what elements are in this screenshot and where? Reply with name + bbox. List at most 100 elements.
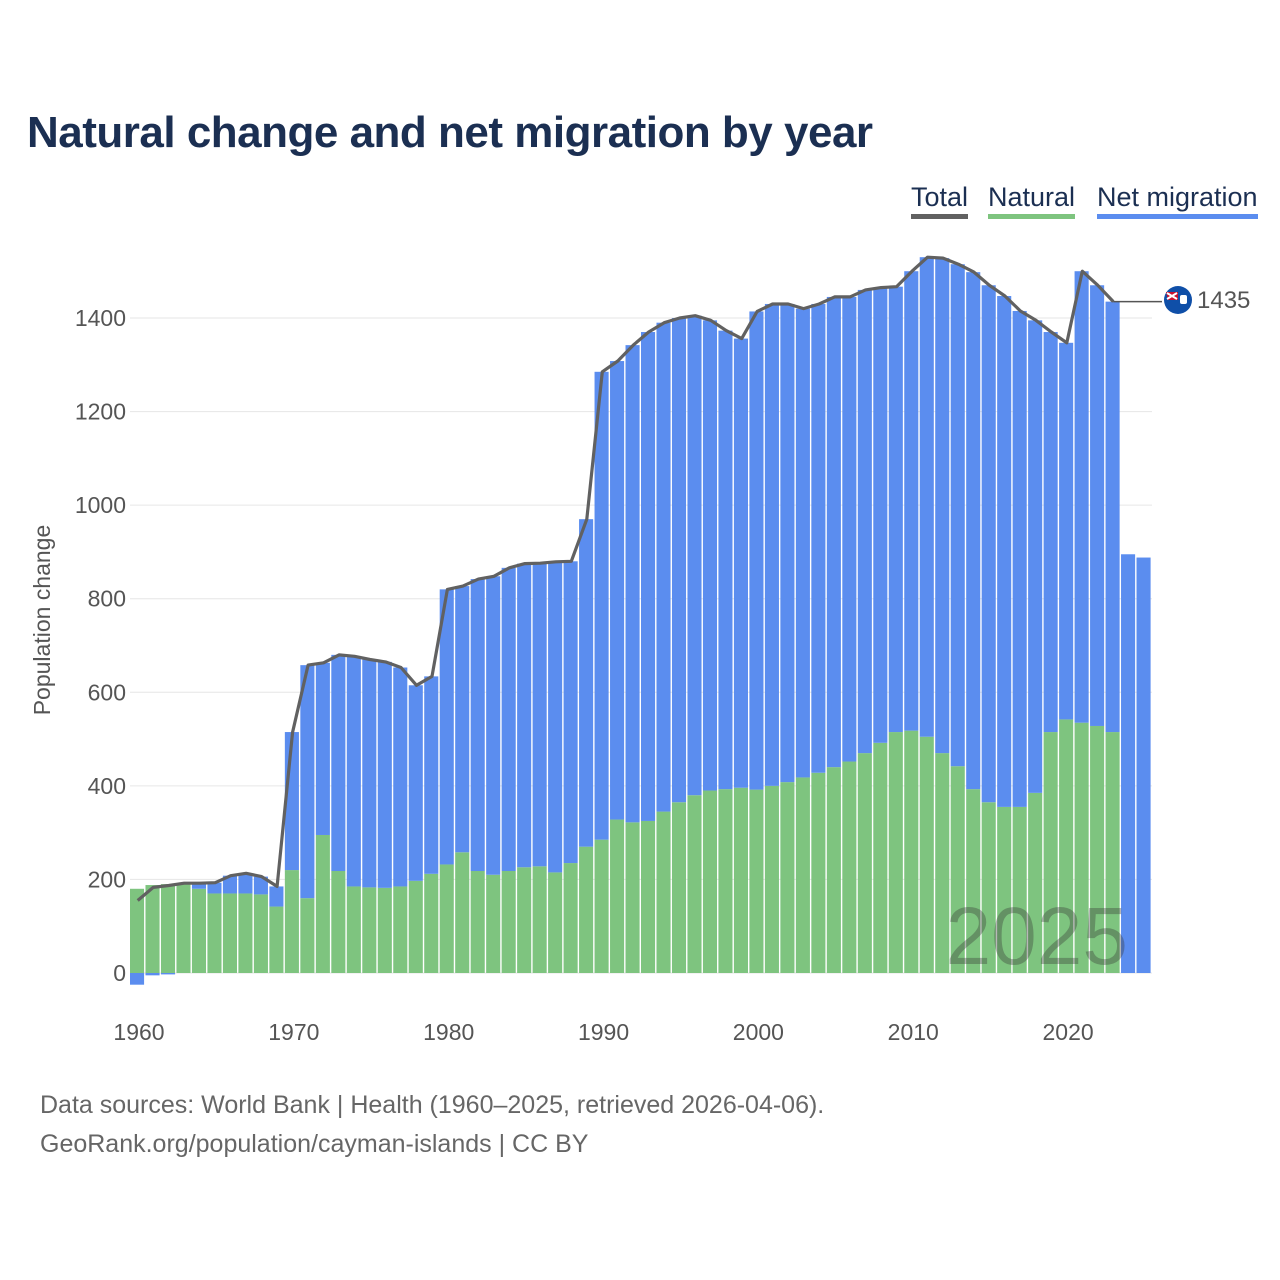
bar-net-migration-1986[interactable] bbox=[532, 563, 547, 867]
bar-natural-1970[interactable] bbox=[284, 870, 299, 973]
bar-natural-1995[interactable] bbox=[671, 802, 687, 973]
bar-net-migration-1978[interactable] bbox=[408, 685, 423, 881]
bar-natural-1999[interactable] bbox=[733, 787, 748, 973]
bar-natural-1996[interactable] bbox=[687, 795, 702, 973]
bar-net-migration-1998[interactable] bbox=[718, 330, 733, 790]
bar-natural-2006[interactable] bbox=[842, 761, 857, 973]
bar-natural-1987[interactable] bbox=[548, 872, 563, 973]
bar-net-migration-1982[interactable] bbox=[470, 579, 485, 872]
bar-natural-1971[interactable] bbox=[300, 898, 315, 973]
bar-net-migration-2021[interactable] bbox=[1074, 271, 1089, 723]
bar-net-migration-2007[interactable] bbox=[857, 289, 872, 754]
bar-natural-2004[interactable] bbox=[811, 772, 826, 973]
bar-net-migration-1995[interactable] bbox=[671, 318, 687, 803]
bar-net-migration-1976[interactable] bbox=[377, 661, 392, 888]
bar-net-migration-1985[interactable] bbox=[517, 563, 532, 868]
bar-natural-1998[interactable] bbox=[718, 789, 733, 973]
bar-natural-2020[interactable] bbox=[1059, 719, 1074, 973]
bar-natural-1972[interactable] bbox=[315, 834, 330, 973]
bar-natural-1984[interactable] bbox=[501, 871, 516, 973]
bar-natural-2000[interactable] bbox=[749, 789, 764, 973]
bar-net-migration-2024[interactable] bbox=[1121, 554, 1136, 973]
bar-natural-1994[interactable] bbox=[656, 811, 671, 973]
bar-natural-1993[interactable] bbox=[641, 820, 656, 973]
bar-natural-2008[interactable] bbox=[873, 742, 888, 973]
bar-natural-1964[interactable] bbox=[191, 888, 207, 973]
bar-net-migration-1991[interactable] bbox=[610, 361, 625, 820]
bar-net-migration-1983[interactable] bbox=[486, 576, 501, 875]
bar-natural-1974[interactable] bbox=[346, 886, 361, 973]
bar-net-migration-1988[interactable] bbox=[563, 561, 578, 864]
bar-natural-1997[interactable] bbox=[702, 790, 718, 973]
bar-net-migration-1984[interactable] bbox=[501, 567, 516, 872]
bar-net-migration-1996[interactable] bbox=[687, 315, 702, 796]
bar-natural-1985[interactable] bbox=[517, 867, 532, 973]
legend-item-natural[interactable]: Natural bbox=[988, 182, 1076, 221]
bar-net-migration-2002[interactable] bbox=[780, 303, 795, 783]
bar-net-migration-2017[interactable] bbox=[1012, 310, 1027, 807]
bar-net-migration-1960[interactable] bbox=[130, 973, 145, 985]
bar-natural-2002[interactable] bbox=[780, 782, 795, 973]
bar-net-migration-2023[interactable] bbox=[1105, 301, 1120, 733]
bar-natural-1969[interactable] bbox=[269, 906, 284, 973]
bar-natural-2017[interactable] bbox=[1012, 806, 1027, 973]
bar-net-migration-2022[interactable] bbox=[1090, 285, 1105, 726]
bar-natural-2015[interactable] bbox=[981, 802, 996, 973]
bar-natural-2023[interactable] bbox=[1105, 732, 1120, 973]
bar-net-migration-2001[interactable] bbox=[764, 303, 779, 786]
bar-net-migration-2025[interactable] bbox=[1136, 557, 1151, 973]
bar-natural-1986[interactable] bbox=[532, 866, 547, 973]
bar-net-migration-1973[interactable] bbox=[331, 654, 346, 872]
bar-natural-1965[interactable] bbox=[207, 893, 222, 973]
bar-net-migration-1993[interactable] bbox=[641, 332, 656, 821]
bar-natural-1967[interactable] bbox=[238, 893, 253, 973]
bar-natural-1991[interactable] bbox=[610, 819, 625, 973]
bar-net-migration-1992[interactable] bbox=[625, 345, 640, 823]
bar-natural-1968[interactable] bbox=[253, 894, 268, 973]
bar-net-migration-1999[interactable] bbox=[733, 338, 748, 788]
bar-net-migration-1975[interactable] bbox=[362, 659, 377, 888]
bar-natural-2014[interactable] bbox=[966, 789, 981, 973]
bar-net-migration-1979[interactable] bbox=[424, 676, 439, 874]
legend-item-total[interactable]: Total bbox=[911, 182, 969, 221]
bar-net-migration-1961[interactable] bbox=[145, 973, 160, 976]
bar-natural-2010[interactable] bbox=[904, 730, 919, 973]
bar-net-migration-1968[interactable] bbox=[253, 876, 268, 895]
total-line[interactable] bbox=[136, 255, 1115, 902]
bar-net-migration-1971[interactable] bbox=[300, 665, 315, 899]
bar-natural-1973[interactable] bbox=[331, 871, 346, 973]
bar-net-migration-1969[interactable] bbox=[269, 886, 284, 907]
bar-natural-1979[interactable] bbox=[424, 873, 439, 973]
bar-natural-1981[interactable] bbox=[455, 852, 470, 973]
bar-net-migration-2014[interactable] bbox=[966, 272, 981, 790]
bar-natural-1960[interactable] bbox=[130, 888, 145, 973]
bar-natural-2007[interactable] bbox=[857, 753, 872, 973]
bar-net-migration-1962[interactable] bbox=[160, 973, 176, 975]
bar-natural-1963[interactable] bbox=[176, 883, 191, 973]
bar-net-migration-2019[interactable] bbox=[1043, 332, 1058, 733]
bar-natural-2016[interactable] bbox=[997, 806, 1012, 973]
bar-natural-2022[interactable] bbox=[1090, 725, 1105, 973]
bar-natural-1989[interactable] bbox=[579, 846, 594, 973]
bar-net-migration-2012[interactable] bbox=[935, 258, 950, 754]
bar-net-migration-1990[interactable] bbox=[594, 371, 609, 840]
bar-net-migration-2004[interactable] bbox=[811, 303, 826, 773]
bar-net-migration-1989[interactable] bbox=[579, 519, 594, 847]
bar-natural-1977[interactable] bbox=[393, 886, 408, 973]
bar-net-migration-1972[interactable] bbox=[315, 662, 330, 835]
bar-natural-2005[interactable] bbox=[826, 767, 841, 973]
bar-net-migration-1997[interactable] bbox=[702, 320, 718, 791]
source-line-2[interactable]: GeoRank.org/population/cayman-islands | … bbox=[40, 1130, 589, 1158]
bar-natural-1966[interactable] bbox=[222, 893, 237, 973]
bar-net-migration-1994[interactable] bbox=[656, 322, 671, 812]
bar-net-migration-1965[interactable] bbox=[207, 882, 222, 894]
bar-net-migration-1977[interactable] bbox=[393, 667, 408, 887]
bar-net-migration-2003[interactable] bbox=[795, 308, 810, 778]
bar-natural-1962[interactable] bbox=[160, 884, 176, 973]
legend-item-net-migration[interactable]: Net migration bbox=[1097, 182, 1258, 221]
bar-net-migration-1964[interactable] bbox=[191, 883, 207, 889]
bar-net-migration-1980[interactable] bbox=[439, 589, 454, 865]
bar-natural-1982[interactable] bbox=[470, 871, 485, 973]
bar-net-migration-2016[interactable] bbox=[997, 296, 1012, 807]
bar-natural-1975[interactable] bbox=[362, 887, 377, 973]
